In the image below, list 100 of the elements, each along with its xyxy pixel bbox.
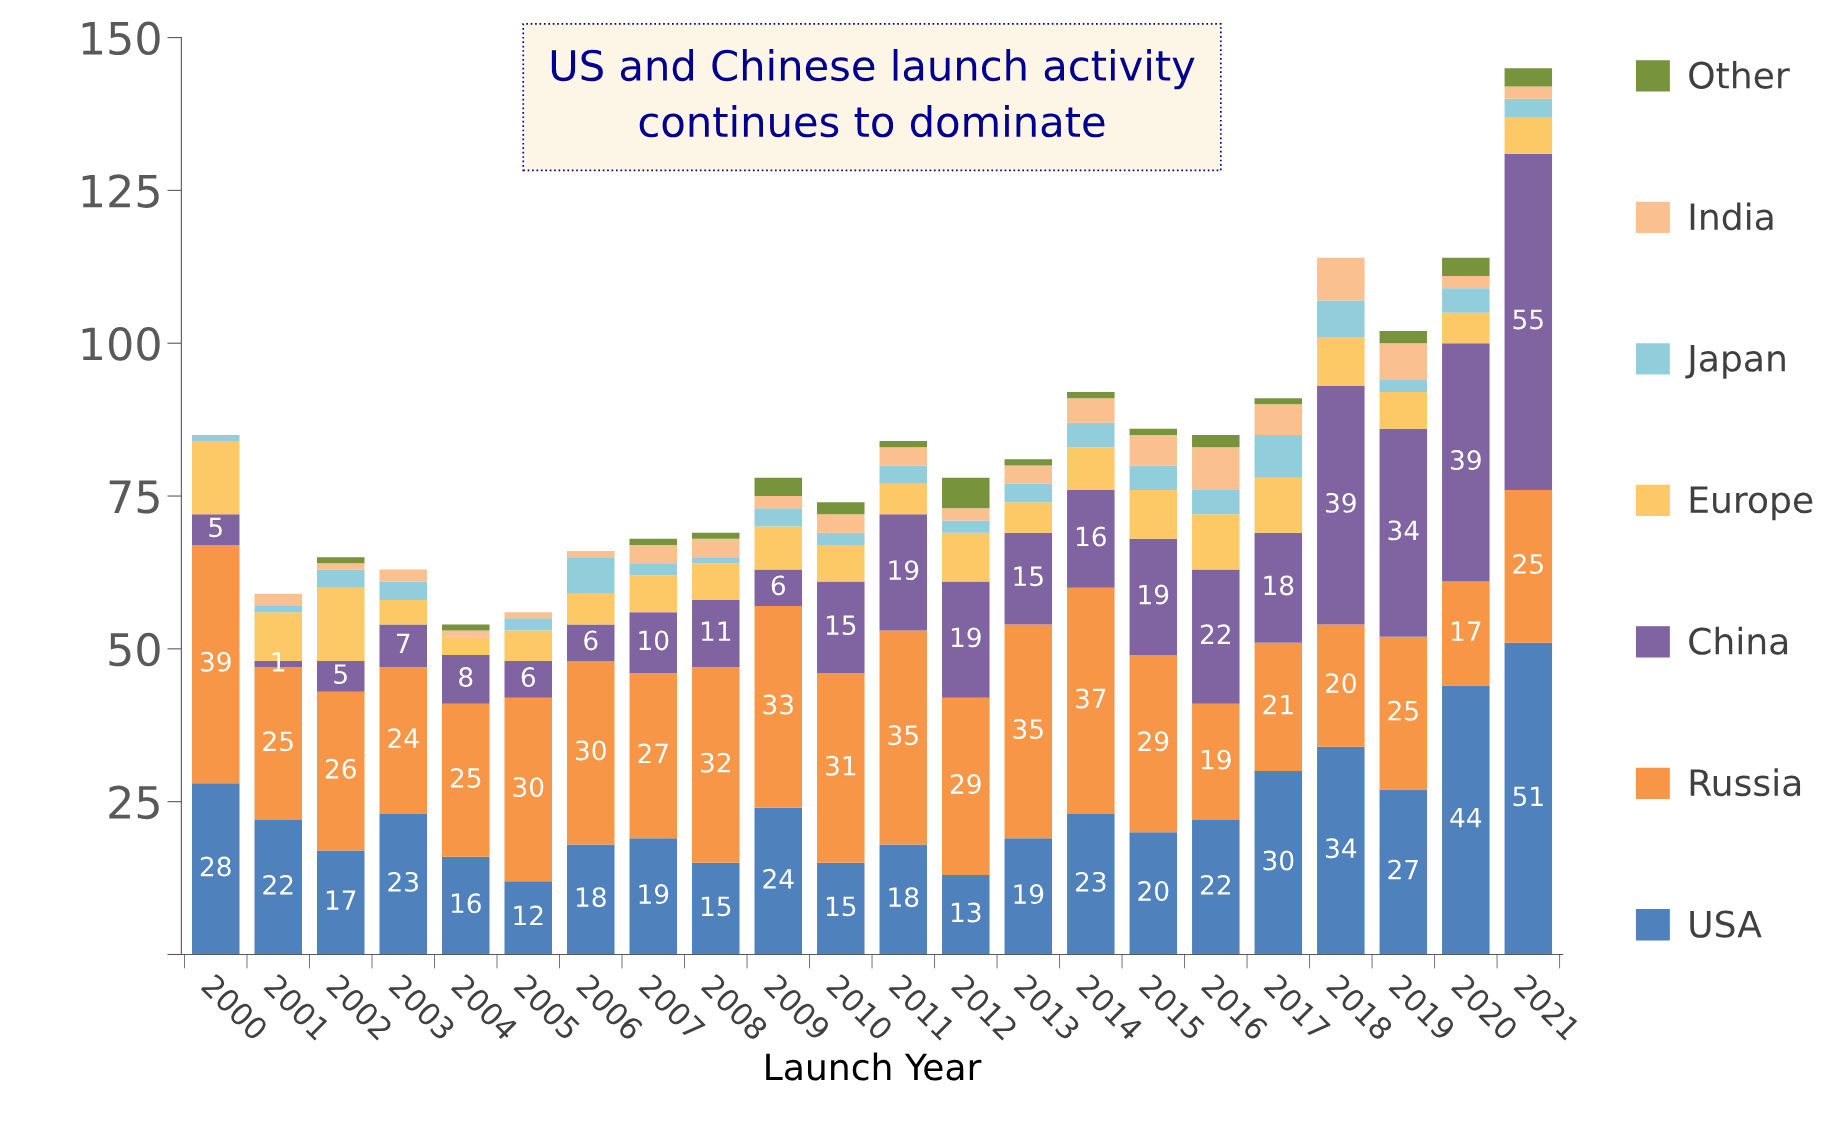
bar	[817, 532, 865, 545]
data-label: 8	[459, 667, 473, 688]
data-label: 39	[1326, 492, 1356, 513]
bar	[1317, 386, 1365, 625]
bar	[191, 441, 240, 515]
data-label: 35	[1013, 719, 1043, 740]
x-axis-title: Launch Year	[766, 1052, 982, 1081]
bar	[504, 612, 553, 619]
legend-label: Other	[1689, 60, 1790, 89]
bar	[254, 606, 302, 613]
bar	[1129, 465, 1178, 490]
bar	[1067, 587, 1115, 814]
y-tick-label: 50	[109, 632, 160, 667]
data-label: 24	[388, 728, 419, 748]
bar	[379, 569, 428, 582]
bar	[442, 856, 490, 955]
bar	[879, 630, 928, 845]
legend-label: Russia	[1690, 768, 1801, 797]
bar	[692, 557, 740, 564]
bar	[1192, 569, 1240, 704]
bar	[1317, 337, 1365, 387]
bar	[692, 599, 740, 668]
bar	[629, 544, 678, 564]
data-label: 17	[326, 890, 356, 910]
bar	[191, 783, 240, 955]
bar	[254, 820, 302, 955]
bar	[1504, 68, 1553, 87]
bar	[191, 544, 240, 784]
data-label: 15	[701, 896, 731, 917]
bar	[1317, 300, 1365, 338]
bar	[1442, 343, 1490, 582]
y-tick-label: 25	[109, 785, 159, 820]
legend-label: Europe	[1690, 486, 1813, 521]
legend-label: Japan	[1685, 345, 1785, 379]
y-tick-label: 75	[109, 480, 159, 514]
bar	[1192, 514, 1240, 570]
bar	[317, 691, 365, 851]
data-label: 18	[1264, 575, 1294, 596]
bar	[379, 581, 428, 600]
bar	[942, 697, 990, 876]
data-label: 30	[1263, 850, 1294, 871]
data-label: 31	[826, 755, 856, 776]
y-tick-label: 150	[82, 21, 160, 56]
bar	[1192, 820, 1240, 955]
bar	[942, 477, 990, 509]
bar	[879, 465, 928, 484]
data-label: 15	[1014, 566, 1043, 587]
bar	[942, 532, 990, 582]
data-label: 55	[1513, 309, 1543, 330]
bar	[1379, 343, 1428, 380]
bar	[879, 447, 928, 466]
data-label: 29	[950, 774, 981, 795]
bar	[379, 599, 428, 625]
data-label: 28	[200, 856, 231, 877]
y-tick-label: 125	[82, 174, 159, 208]
bar	[1004, 532, 1053, 625]
bar	[692, 538, 740, 558]
bar	[1442, 312, 1490, 344]
data-label: 30	[513, 777, 544, 798]
bar	[567, 593, 615, 625]
data-label: 22	[1200, 624, 1230, 644]
bar	[191, 514, 240, 545]
data-label: 19	[889, 560, 919, 581]
bar	[1004, 838, 1053, 955]
bar	[754, 526, 803, 570]
bar	[1504, 98, 1553, 118]
bar	[817, 862, 865, 955]
bar	[1317, 624, 1365, 747]
bar	[317, 569, 365, 588]
bar	[1379, 379, 1428, 393]
data-label: 30	[575, 740, 606, 761]
data-label: 6	[771, 575, 786, 596]
bar	[1442, 685, 1490, 955]
bar	[942, 875, 990, 955]
bar	[629, 673, 678, 839]
data-label: 25	[1513, 554, 1543, 574]
bar	[879, 514, 928, 631]
bar	[1067, 422, 1115, 448]
bar	[629, 538, 678, 545]
bar	[1129, 654, 1178, 833]
bar	[504, 881, 553, 955]
data-label: 15	[826, 896, 856, 917]
bar	[629, 612, 678, 674]
bar	[754, 496, 803, 509]
bar	[1254, 532, 1303, 643]
data-label: 6	[584, 630, 598, 651]
data-label: 25	[450, 767, 481, 788]
data-label: 5	[334, 664, 347, 685]
bar	[1192, 489, 1240, 515]
data-label: 25	[263, 731, 293, 752]
data-label: 19	[639, 884, 669, 905]
data-label: 17	[1451, 621, 1481, 641]
bar	[1442, 581, 1490, 686]
bar	[692, 563, 740, 600]
bar	[504, 630, 553, 662]
bar	[1004, 483, 1053, 503]
bar	[379, 813, 428, 955]
bar	[942, 520, 990, 533]
data-label: 24	[763, 868, 794, 889]
legend-label: China	[1689, 626, 1788, 655]
